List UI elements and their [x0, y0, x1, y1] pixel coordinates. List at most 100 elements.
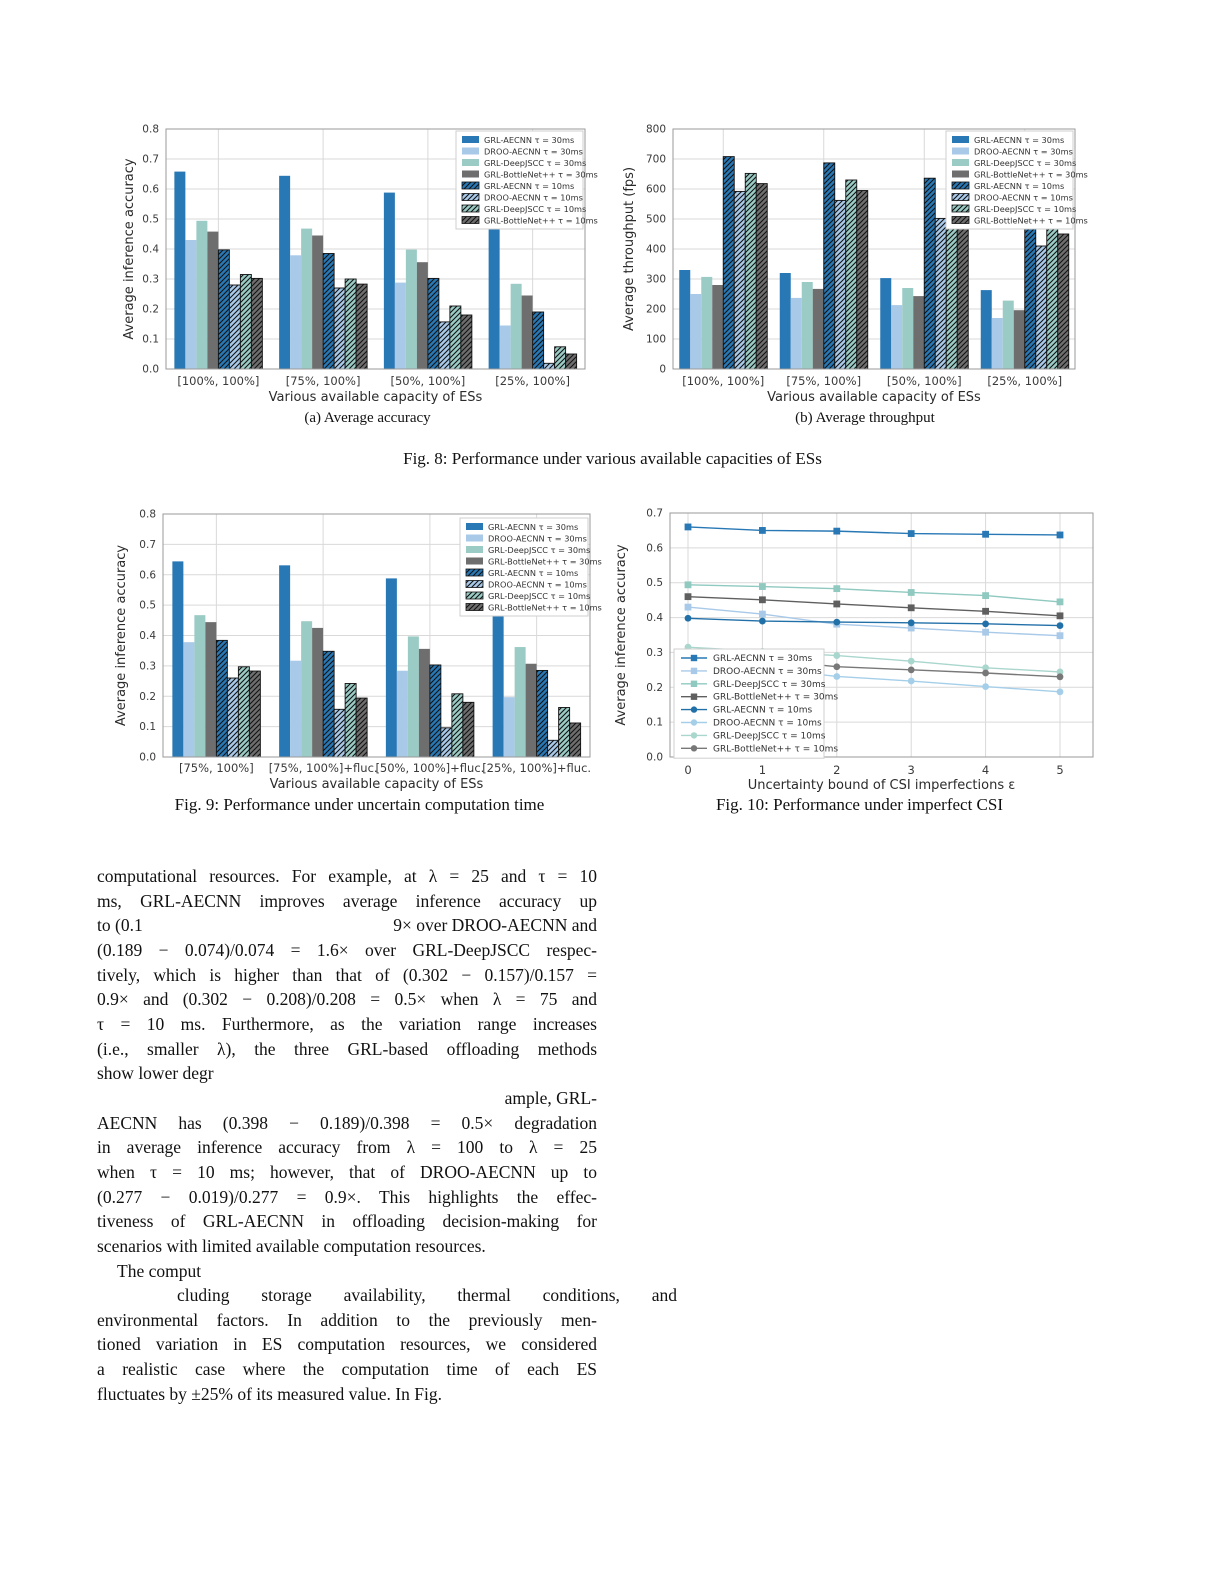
svg-text:800: 800 [646, 124, 666, 136]
legend-label: GRL-AECNN τ = 10ms [713, 706, 812, 716]
bar [569, 722, 582, 758]
bars [174, 171, 578, 370]
bar [355, 697, 368, 758]
svg-text:[75%, 100%]: [75%, 100%] [286, 374, 361, 388]
svg-text:400: 400 [646, 244, 666, 256]
text-line: tively, which is higher than that of (0.… [97, 964, 597, 985]
bar [355, 283, 368, 370]
legend-swatch [952, 147, 969, 155]
bar [290, 660, 302, 757]
bars [679, 156, 1070, 370]
bar [679, 270, 691, 369]
series-line [687, 606, 1061, 637]
y-tick-labels: 0.0 0.1 0.2 0.3 0.4 0.5 0.6 0.7 [646, 508, 663, 764]
bar [503, 697, 515, 757]
text-fragment: 9× over DROO-AECNN and [393, 915, 597, 936]
bar [427, 277, 440, 370]
legend-label: GRL-AECNN τ = 30ms [713, 654, 812, 664]
x-axis-label: Various available capacity of ESs [767, 390, 981, 405]
bar [460, 314, 473, 370]
marker-square [1056, 632, 1064, 640]
svg-text:0.7: 0.7 [139, 539, 156, 551]
series-line [687, 595, 1061, 617]
legend-swatch [465, 591, 484, 600]
bar [488, 220, 500, 369]
bar [755, 183, 768, 370]
bar [913, 296, 925, 369]
bar [174, 171, 186, 369]
bar [279, 565, 291, 757]
marker-circle [907, 666, 915, 674]
legend-swatch [465, 568, 484, 577]
bar [312, 627, 324, 757]
bar [344, 683, 357, 758]
fig8-caption: Fig. 8: Performance under various availa… [403, 449, 822, 468]
text-line: tioned variation in ES computation resou… [97, 1334, 597, 1355]
svg-text:[25%, 100%]+fluc.: [25%, 100%]+fluc. [482, 761, 591, 775]
svg-text:0.7: 0.7 [142, 154, 159, 166]
bar [438, 321, 451, 370]
x-tick-labels: [100%, 100%] [75%, 100%] [50%, 100%] [25%, … [177, 374, 570, 388]
legend-marker [690, 654, 698, 662]
marker-circle [1056, 673, 1064, 681]
text-line: scenarios with limited available computa… [97, 1235, 486, 1256]
svg-text:0.8: 0.8 [139, 509, 156, 521]
bar [492, 579, 504, 757]
legend-label: GRL-DeepJSCC τ = 10ms [713, 731, 826, 741]
svg-text:200: 200 [646, 304, 666, 316]
bar [217, 249, 230, 370]
marker-circle [982, 664, 989, 672]
x-tick-labels: 0 1 2 3 4 5 [684, 763, 1063, 777]
legend-label: GRL-BottleNet++ τ = 10ms [974, 216, 1088, 226]
legend-label: GRL-BottleNet++ τ = 30ms [484, 170, 598, 180]
legend-label: DROO-AECNN τ = 10ms [974, 193, 1073, 203]
legend-swatch [461, 193, 480, 201]
svg-text:0: 0 [659, 364, 666, 376]
svg-text:0.0: 0.0 [142, 364, 159, 376]
svg-text:[75%, 100%]: [75%, 100%] [786, 374, 861, 388]
svg-text:300: 300 [646, 274, 666, 286]
marker-square [907, 624, 915, 632]
bar [215, 639, 228, 758]
bar [902, 288, 914, 369]
legend-swatch [951, 193, 970, 201]
y-axis-label: Average inference accuracy [114, 545, 129, 726]
bar [407, 636, 419, 757]
series-line [687, 584, 1061, 603]
x-axis-label: Various available capacity of ESs [269, 390, 483, 405]
svg-text:0.6: 0.6 [139, 569, 156, 581]
bar [690, 294, 702, 369]
legend-label: DROO-AECNN τ = 30ms [974, 147, 1073, 157]
fig8a-caption: (a) Average accuracy [304, 410, 431, 426]
legend-swatch [951, 204, 970, 213]
bar [543, 362, 556, 370]
svg-text:0.4: 0.4 [646, 612, 663, 624]
svg-text:[25%, 100%]: [25%, 100%] [987, 374, 1062, 388]
svg-text:700: 700 [646, 154, 666, 166]
bar [744, 172, 757, 370]
bar [250, 277, 263, 370]
legend-swatch [466, 534, 483, 542]
legend-label: GRL-BottleNet++ τ = 10ms [713, 744, 838, 754]
bar [290, 255, 302, 369]
bar [205, 622, 217, 757]
bar [1046, 223, 1059, 370]
bar [991, 318, 1003, 369]
svg-text:0: 0 [684, 763, 691, 777]
bar [733, 190, 746, 370]
marker-circle [1056, 668, 1064, 676]
legend-label: GRL-BottleNet++ τ = 10ms [484, 216, 598, 226]
legend-label: DROO-AECNN τ = 10ms [713, 719, 822, 729]
legend-label: GRL-AECNN τ = 30ms [484, 135, 574, 145]
marker-square [684, 603, 692, 611]
legend-swatch [951, 181, 970, 190]
svg-text:0.1: 0.1 [142, 334, 159, 346]
legend-marker [690, 680, 698, 687]
bar [394, 282, 406, 369]
bar [449, 305, 462, 370]
marker-square [907, 530, 915, 537]
bar [722, 156, 735, 370]
bar [823, 162, 836, 370]
